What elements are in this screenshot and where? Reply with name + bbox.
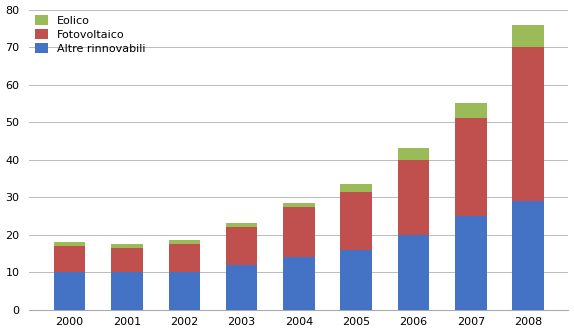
Bar (169, 244, 200, 272)
Bar (455, 216, 487, 310)
Bar (398, 235, 429, 310)
Bar (513, 25, 544, 47)
Bar (398, 149, 429, 160)
Bar (340, 250, 372, 310)
Legend: Eolico, Fotovoltaico, Altre rinnovabili: Eolico, Fotovoltaico, Altre rinnovabili (35, 15, 146, 54)
Bar (513, 47, 544, 201)
Bar (54, 246, 86, 272)
Bar (283, 203, 315, 206)
Bar (340, 184, 372, 191)
Bar (54, 242, 86, 246)
Bar (54, 272, 86, 310)
Bar (111, 244, 143, 248)
Bar (226, 227, 257, 265)
Bar (226, 223, 257, 227)
Bar (111, 248, 143, 272)
Bar (169, 272, 200, 310)
Bar (169, 240, 200, 244)
Bar (283, 206, 315, 257)
Bar (340, 191, 372, 250)
Bar (226, 265, 257, 310)
Bar (513, 201, 544, 310)
Bar (111, 272, 143, 310)
Bar (398, 160, 429, 235)
Bar (283, 257, 315, 310)
Bar (455, 119, 487, 216)
Bar (455, 103, 487, 119)
